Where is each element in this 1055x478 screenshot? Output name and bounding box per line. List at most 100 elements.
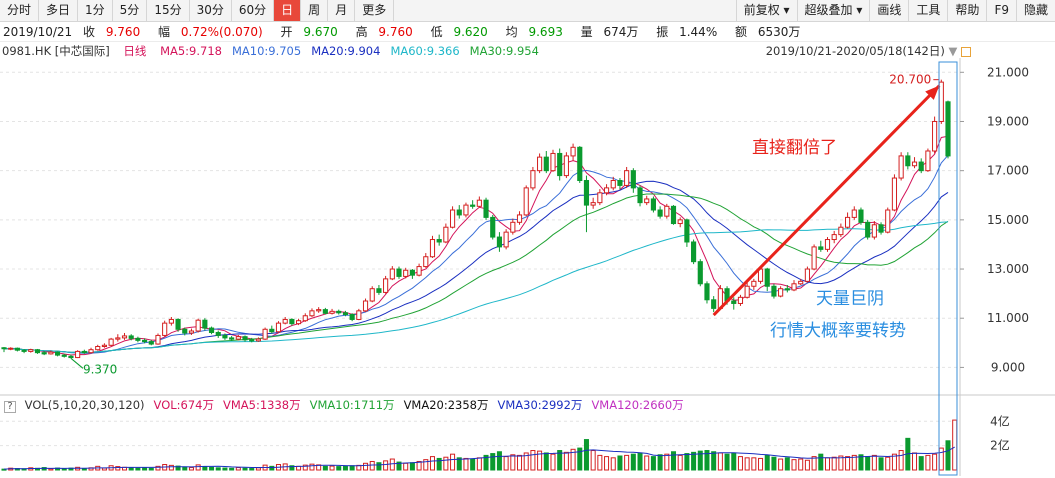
candle-body: [396, 268, 402, 277]
volume-bar: [590, 450, 596, 471]
candle-body: [329, 310, 335, 314]
volume-bar: [128, 467, 134, 471]
volume-bar: [677, 454, 683, 471]
volume-bar: [898, 450, 904, 471]
period-tab-7[interactable]: 日: [274, 0, 302, 21]
volume-bar: [711, 451, 717, 471]
candle-body: [14, 347, 20, 351]
period-tab-4[interactable]: 15分: [147, 0, 190, 21]
ma-legend-item-3: MA60:9.366: [390, 44, 460, 58]
candle-body: [691, 241, 697, 263]
toolbar-item-4[interactable]: 帮助: [947, 0, 986, 21]
volume-bar: [209, 466, 215, 471]
candle-body: [342, 312, 349, 316]
candle-body: [831, 234, 837, 241]
candle-body: [490, 216, 496, 238]
volume-bar: [182, 466, 188, 471]
volume-bar: [302, 464, 308, 471]
ma-legend-item-2: MA20:9.904: [311, 44, 381, 58]
candle-body: [356, 310, 362, 320]
candle-body: [429, 239, 436, 258]
volume-bar: [838, 455, 844, 471]
volume-bar: [229, 467, 235, 471]
volume-bar: [570, 448, 576, 471]
ma-legend-item-1: MA10:9.705: [231, 44, 302, 58]
quote-date: 2019/10/21: [3, 25, 73, 39]
quote-volume: 量 674万: [580, 25, 639, 39]
toolbar-item-0[interactable]: 前复权 ▾: [735, 0, 797, 21]
candle-body: [744, 285, 750, 298]
volume-bar: [135, 467, 141, 471]
candle-body: [891, 177, 898, 211]
candle-body: [804, 268, 810, 282]
period-tab-2[interactable]: 1分: [78, 0, 113, 21]
volume-bar: [697, 450, 703, 471]
volume-bar: [791, 459, 797, 471]
quote-open: 开 9.670: [280, 25, 338, 39]
candle-body: [309, 310, 315, 317]
price-tick-label: 9.000: [991, 360, 1025, 374]
ma-line-ma10: [3, 154, 949, 354]
period-tab-6[interactable]: 60分: [232, 0, 275, 21]
candle-body: [610, 180, 616, 189]
candle-body: [188, 330, 195, 334]
volume-bar: [242, 467, 248, 471]
volume-bar: [222, 467, 228, 471]
volume-bar: [188, 467, 194, 471]
candle-body: [255, 338, 261, 342]
toolbar-item-5[interactable]: F9: [986, 0, 1016, 21]
candle-body: [784, 288, 790, 291]
candle-body: [697, 261, 703, 285]
volume-bar: [289, 465, 295, 471]
date-range[interactable]: 2019/10/21-2020/05/18(142日) ▼: [766, 43, 971, 59]
period-tab-5[interactable]: 30分: [190, 0, 232, 21]
volume-bar: [724, 453, 730, 471]
vol-legend-item-2: VMA5:1338万: [223, 398, 301, 412]
period-tab-3[interactable]: 5分: [113, 0, 148, 21]
quote-avg: 均 9.693: [505, 25, 563, 39]
ma-line-ma5: [3, 135, 949, 356]
quote-high: 高 9.760: [355, 25, 413, 39]
candle-body: [764, 268, 770, 287]
period-tab-10[interactable]: 更多: [355, 0, 395, 21]
volume-bar: [577, 447, 583, 471]
toolbar-item-3[interactable]: 工具: [908, 0, 947, 21]
candle-body: [121, 335, 128, 339]
ma-legend-item-4: MA30:9.954: [469, 44, 539, 58]
volume-bar: [81, 468, 87, 471]
volume-bar: [657, 454, 663, 471]
candle-body: [48, 351, 54, 355]
volume-bar: [691, 451, 697, 471]
period-tab-1[interactable]: 多日: [39, 0, 79, 21]
candle-body: [322, 309, 328, 314]
period-label: 日线: [123, 44, 147, 58]
period-tab-8[interactable]: 周: [301, 0, 329, 21]
volume-bar: [684, 453, 690, 471]
price-tick-label: 15.000: [987, 213, 1029, 227]
volume-tick-label: 4亿: [990, 413, 1010, 428]
vol-legend-item-3: VMA10:1711万: [309, 398, 395, 412]
volume-bar: [409, 462, 415, 471]
volume-bar: [175, 465, 181, 471]
candle-body: [208, 327, 215, 333]
period-tab-0[interactable]: 分时: [0, 0, 40, 21]
volume-bar: [878, 457, 884, 471]
dropdown-arrow-icon[interactable]: ▼: [948, 44, 958, 58]
candle-body: [242, 336, 248, 341]
quote-change: 幅 0.72%(0.070): [158, 25, 263, 39]
candle-body: [81, 350, 87, 354]
volume-bar: [731, 452, 737, 471]
help-icon[interactable]: ?: [4, 401, 16, 413]
volume-bar: [644, 455, 650, 471]
toolbar-item-6[interactable]: 隐藏: [1015, 0, 1055, 21]
toolbar-item-2[interactable]: 画线: [869, 0, 908, 21]
volume-bar: [403, 462, 409, 471]
toolbar-item-1[interactable]: 超级叠加 ▾: [796, 0, 870, 21]
period-tab-9[interactable]: 月: [328, 0, 356, 21]
candle-body: [650, 198, 656, 211]
candle-body: [778, 288, 784, 297]
candle-body: [128, 335, 134, 339]
volume-tick-label: 2亿: [990, 438, 1010, 453]
settings-icon[interactable]: [961, 46, 971, 57]
